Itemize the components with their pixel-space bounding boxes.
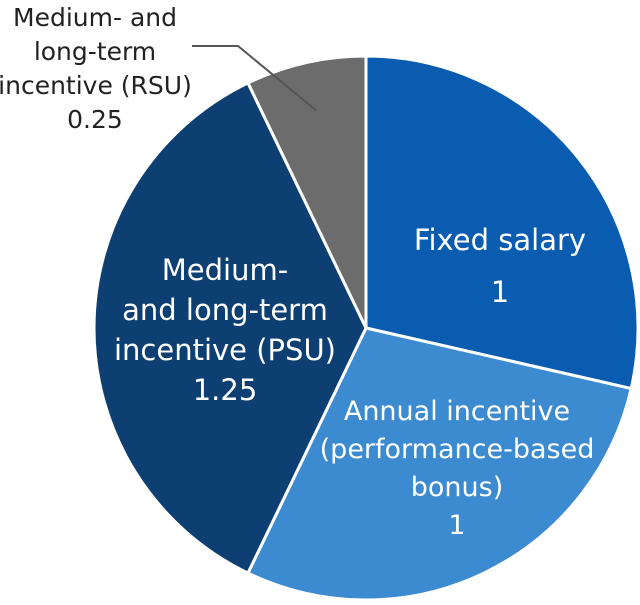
slice-label-rsu: Medium- and long-term incentive (RSU) 0.25: [0, 3, 192, 134]
slice-label-line: Medium-: [162, 253, 288, 287]
pie-slice-psu: [92, 81, 368, 575]
slice-label-line: Medium- and: [13, 3, 177, 32]
slice-labels: Fixed salary 1 Annual incentive (performanc…: [0, 3, 594, 541]
slice-label-fixed-salary: Fixed salary 1: [414, 223, 586, 309]
leader-lines: [192, 45, 318, 112]
slice-value-label: 1.25: [193, 373, 258, 407]
pie-slice-rsu: [246, 54, 368, 330]
slice-label-line: Annual incentive: [344, 396, 570, 427]
rsu-leader-line: [192, 45, 318, 112]
pie-slice-annual-incentive: [246, 326, 633, 602]
slice-label-annual-incentive: Annual incentive (performance-based bonus)…: [320, 396, 595, 541]
slice-label-line: incentive (PSU): [114, 333, 336, 367]
slice-label-line: (performance-based: [320, 434, 595, 465]
slice-label-psu: Medium-and long-term incentive (PSU) 1.25: [114, 253, 336, 407]
slice-label-line: Fixed salary: [414, 223, 586, 257]
slice-value-label: 1: [491, 275, 509, 309]
slice-label-line: and long-term: [122, 293, 328, 327]
slice-value-label: 0.25: [67, 105, 123, 134]
slice-label-line: long-term: [34, 37, 156, 66]
slice-label-line: incentive (RSU): [0, 71, 192, 100]
slice-label-line: bonus): [411, 472, 503, 503]
pie-slice-fixed-salary: [364, 54, 640, 391]
slice-value-label: 1: [448, 510, 465, 541]
pie-slices: [92, 54, 640, 602]
